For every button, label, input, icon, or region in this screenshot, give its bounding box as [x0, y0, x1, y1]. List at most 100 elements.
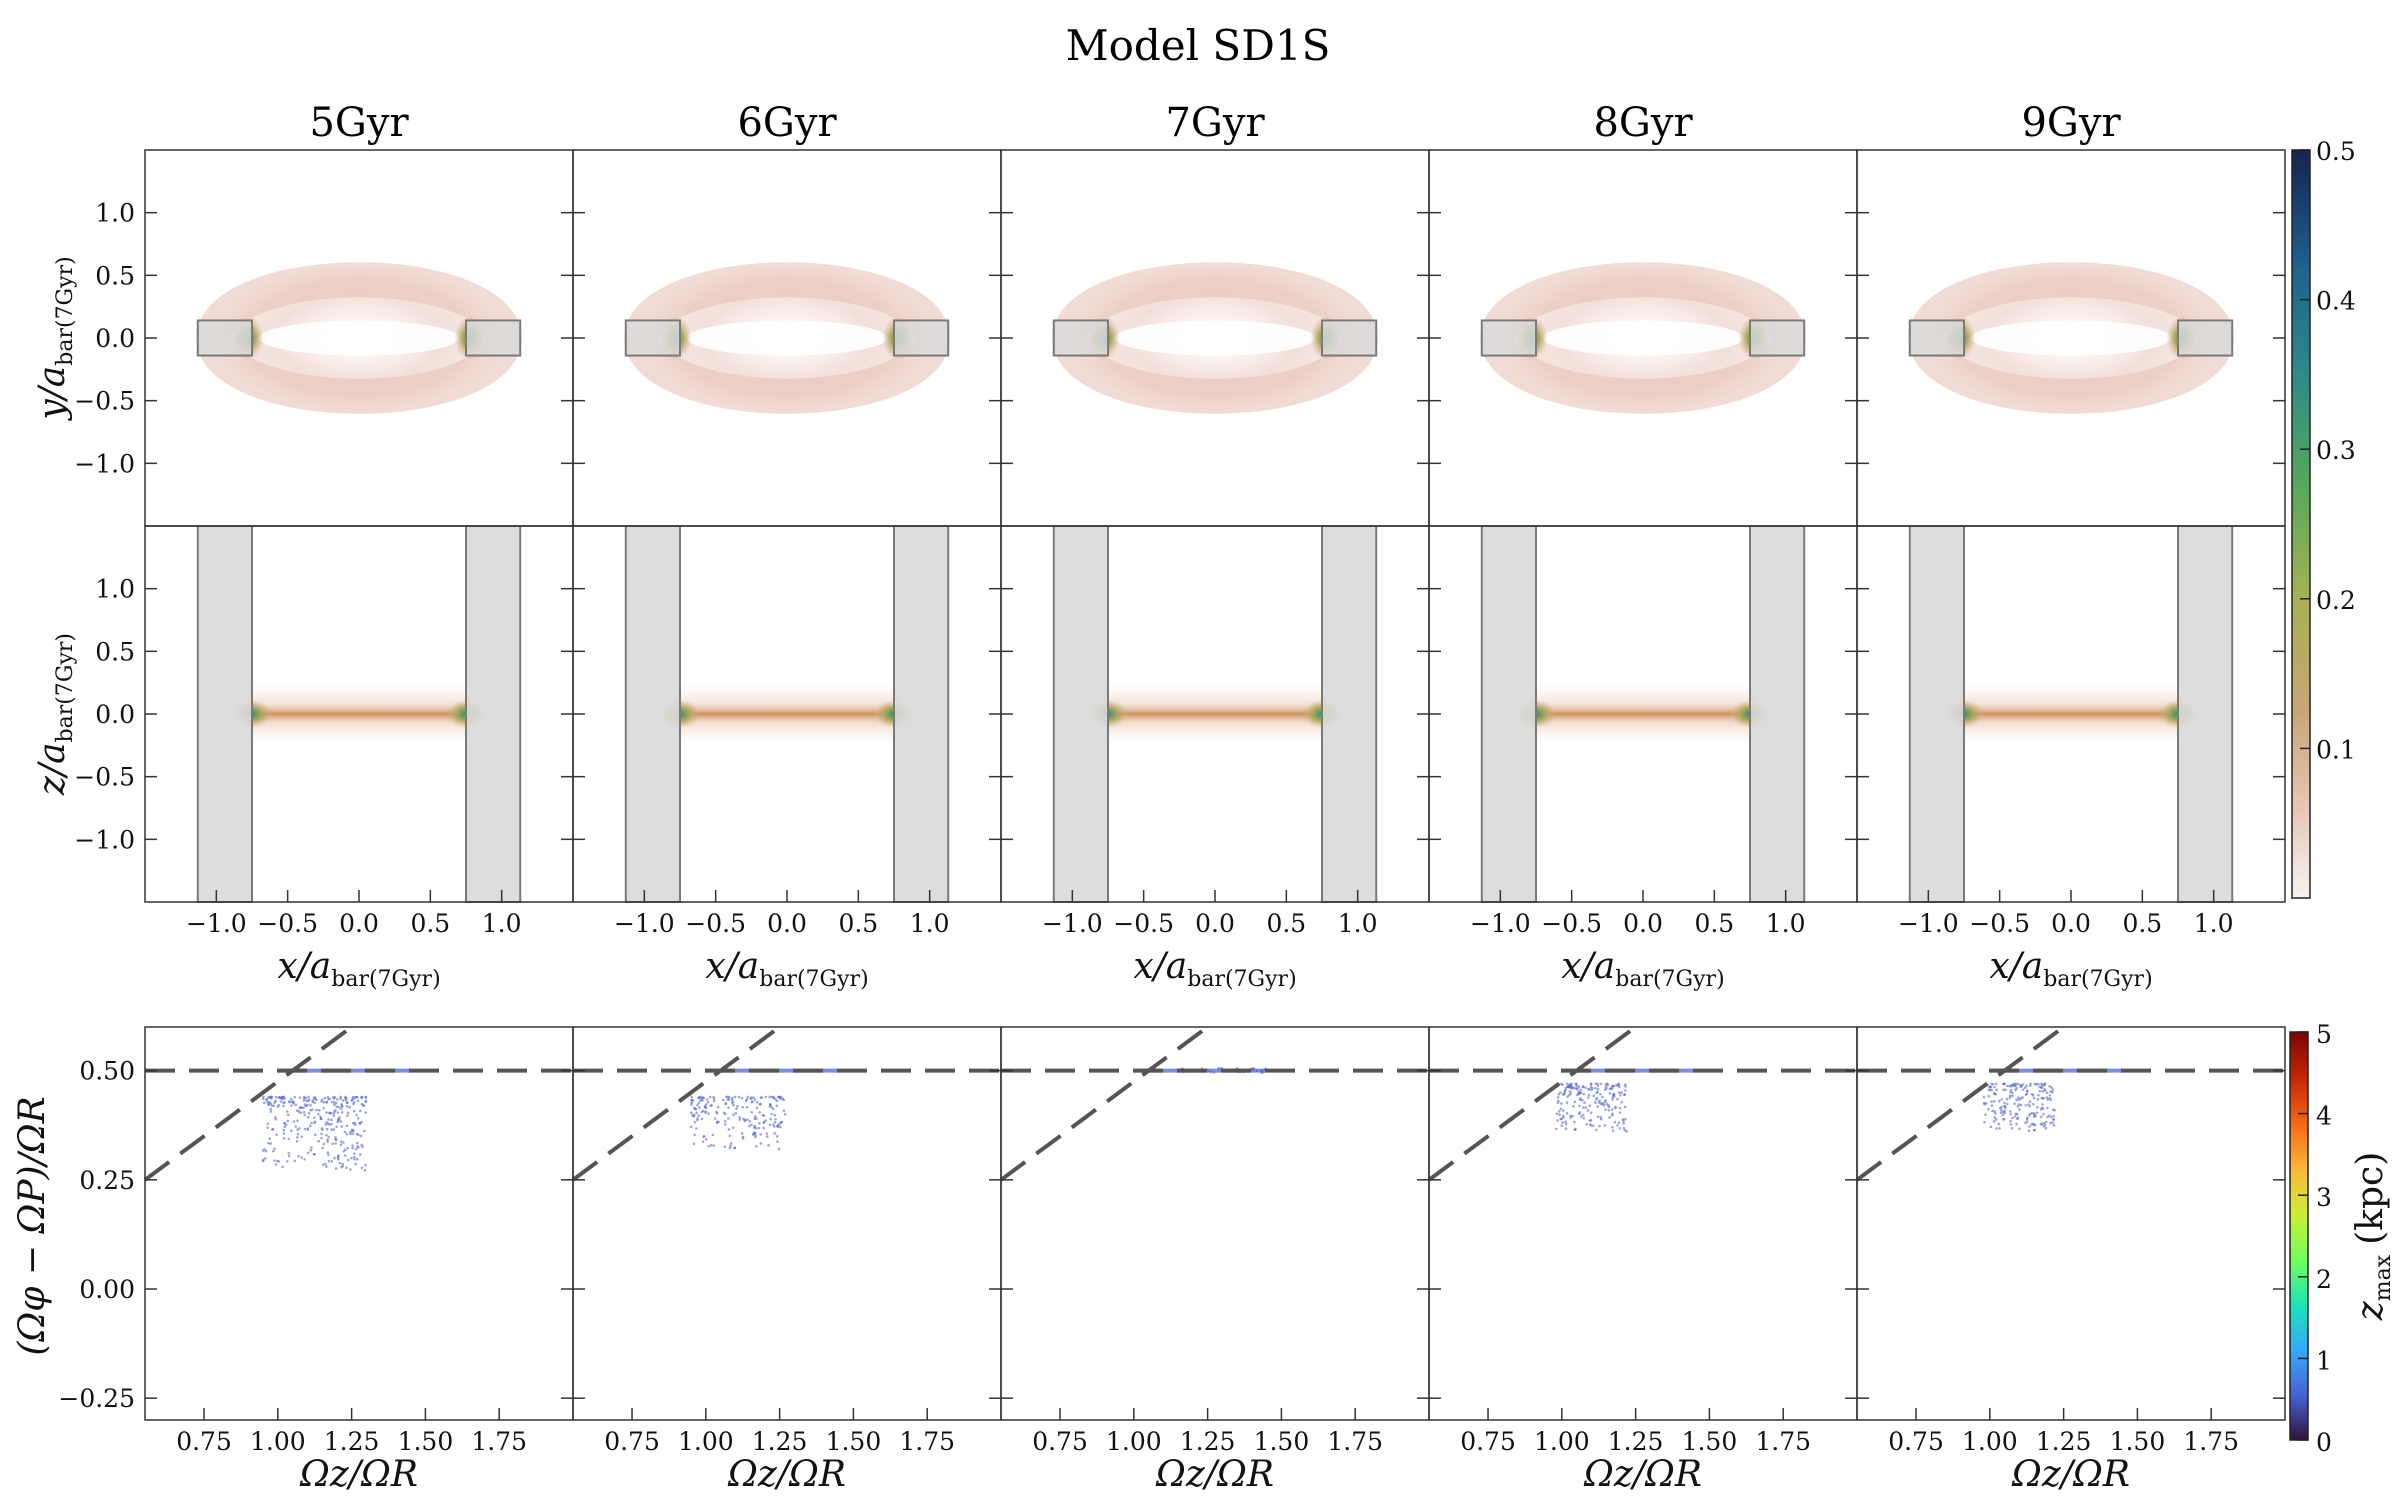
- faceon-panel-5Gyr: 1.0 0.5 0.0 −0.5 −1.0: [74, 149, 574, 527]
- freq-point: [2021, 1083, 2025, 1086]
- freq-point: [2049, 1098, 2053, 1101]
- freq-point: [303, 1157, 306, 1161]
- freq-point: [1620, 1091, 1623, 1095]
- freq-point: [275, 1133, 278, 1137]
- freq-point: [349, 1168, 352, 1171]
- freq-point: [298, 1096, 302, 1099]
- freq-point: [2008, 1094, 2012, 1098]
- freq-point: [710, 1104, 713, 1107]
- freq-point: [345, 1101, 349, 1104]
- freq-point: [287, 1154, 291, 1158]
- freq-point: [730, 1098, 734, 1102]
- freq-point: [355, 1158, 359, 1161]
- freq-xtick-label: 1.00: [250, 1427, 306, 1456]
- edgeon-xtick-label: 0.0: [1623, 909, 1663, 938]
- freq-point: [1993, 1092, 1997, 1096]
- freq-point: [1559, 1102, 1563, 1105]
- freq-point: [2004, 1088, 2007, 1092]
- freq-point: [292, 1101, 296, 1105]
- freq-point: [340, 1125, 344, 1128]
- freq-xtick-label: 1.25: [324, 1427, 380, 1456]
- freq-point: [750, 1123, 753, 1126]
- freq-point: [689, 1111, 693, 1115]
- faceon-mask-right: [465, 319, 522, 357]
- freq-point: [322, 1142, 326, 1146]
- freq-xtick-label: 1.75: [2183, 1427, 2239, 1456]
- edgeon-ytick-label: −0.5: [74, 763, 135, 792]
- freq-point: [287, 1137, 291, 1141]
- freq-point: [724, 1102, 727, 1106]
- freq-point: [354, 1147, 358, 1151]
- freq-xtick-label: 1.75: [1327, 1427, 1383, 1456]
- freq-point: [700, 1110, 704, 1114]
- freq-point: [345, 1124, 349, 1128]
- freq-point: [276, 1105, 279, 1108]
- freq-point: [363, 1129, 366, 1133]
- freq-point: [267, 1103, 270, 1106]
- freq-point: [773, 1125, 776, 1128]
- freq-point: [2029, 1084, 2032, 1088]
- freq-point: [768, 1095, 772, 1099]
- freq-dashed-diagonal: [999, 1025, 1209, 1182]
- freq-point: [358, 1153, 362, 1156]
- freq-point: [746, 1095, 750, 1099]
- freq-point: [346, 1158, 350, 1162]
- freq-point: [2040, 1082, 2043, 1086]
- freq-point: [1577, 1112, 1581, 1116]
- freq-point: [1992, 1100, 1996, 1103]
- freq-point: [727, 1117, 730, 1120]
- freq-point: [2016, 1105, 2020, 1108]
- freq-point: [1560, 1117, 1563, 1121]
- edgeon-mask-right: [465, 525, 522, 903]
- freq-point: [360, 1143, 364, 1147]
- column-title-5Gyr: 5Gyr: [309, 100, 409, 146]
- freq-point: [700, 1117, 704, 1121]
- edgeon-mask-right: [2177, 525, 2234, 903]
- freq-point: [1994, 1118, 1998, 1121]
- freq-point: [693, 1120, 697, 1124]
- freq-dashed-diagonal: [571, 1025, 781, 1182]
- freq-point: [1581, 1085, 1585, 1088]
- freq-point: [1565, 1101, 1569, 1104]
- freq-point: [336, 1157, 340, 1161]
- faceon-ring-hole: [1971, 320, 2171, 356]
- freq-point: [262, 1158, 265, 1162]
- freq-point: [277, 1160, 281, 1163]
- edgeon-xtick-label: −1.0: [614, 909, 675, 938]
- freq-point: [695, 1111, 698, 1115]
- freq-point: [318, 1109, 321, 1112]
- freq-point: [339, 1107, 343, 1111]
- freq-point: [736, 1105, 739, 1108]
- freq-point: [1622, 1127, 1626, 1130]
- freq-point: [351, 1132, 355, 1136]
- freq-point: [335, 1125, 338, 1129]
- freq-point: [707, 1112, 710, 1115]
- freq-point: [2028, 1104, 2032, 1108]
- freq-point: [2038, 1085, 2042, 1089]
- faceon-ylabel: y/abar(7Gyr): [32, 256, 78, 421]
- freq-point: [746, 1118, 749, 1121]
- freq-point: [1579, 1098, 1582, 1102]
- freq-point: [360, 1166, 364, 1170]
- freq-point: [346, 1114, 349, 1118]
- freq-point: [281, 1165, 284, 1169]
- freq-point: [360, 1120, 364, 1124]
- freq-point: [358, 1109, 362, 1113]
- freq-point: [268, 1137, 272, 1140]
- freq-point: [2015, 1112, 2019, 1116]
- edgeon-xlabel-sub: bar(7Gyr): [2043, 967, 2152, 992]
- freq-point: [1616, 1097, 1619, 1101]
- freq-point: [295, 1136, 299, 1139]
- edgeon-panel-5Gyr: 1.0 0.5 0.0 −0.5 −1.0 −1.0 −0.5 0.0 0.5 1.0 x/abar…: [74, 525, 574, 992]
- freq-point: [776, 1140, 779, 1144]
- freq-point: [1613, 1120, 1617, 1124]
- freq-point: [2000, 1105, 2003, 1109]
- freq-point: [1579, 1115, 1583, 1119]
- freq-point: [697, 1096, 701, 1099]
- freq-point: [317, 1112, 320, 1116]
- freq-point: [2037, 1093, 2040, 1097]
- freq-point: [1594, 1082, 1598, 1086]
- faceon-mask-right: [1749, 319, 1806, 357]
- freq-point: [1594, 1101, 1597, 1104]
- freq-point: [1606, 1083, 1610, 1087]
